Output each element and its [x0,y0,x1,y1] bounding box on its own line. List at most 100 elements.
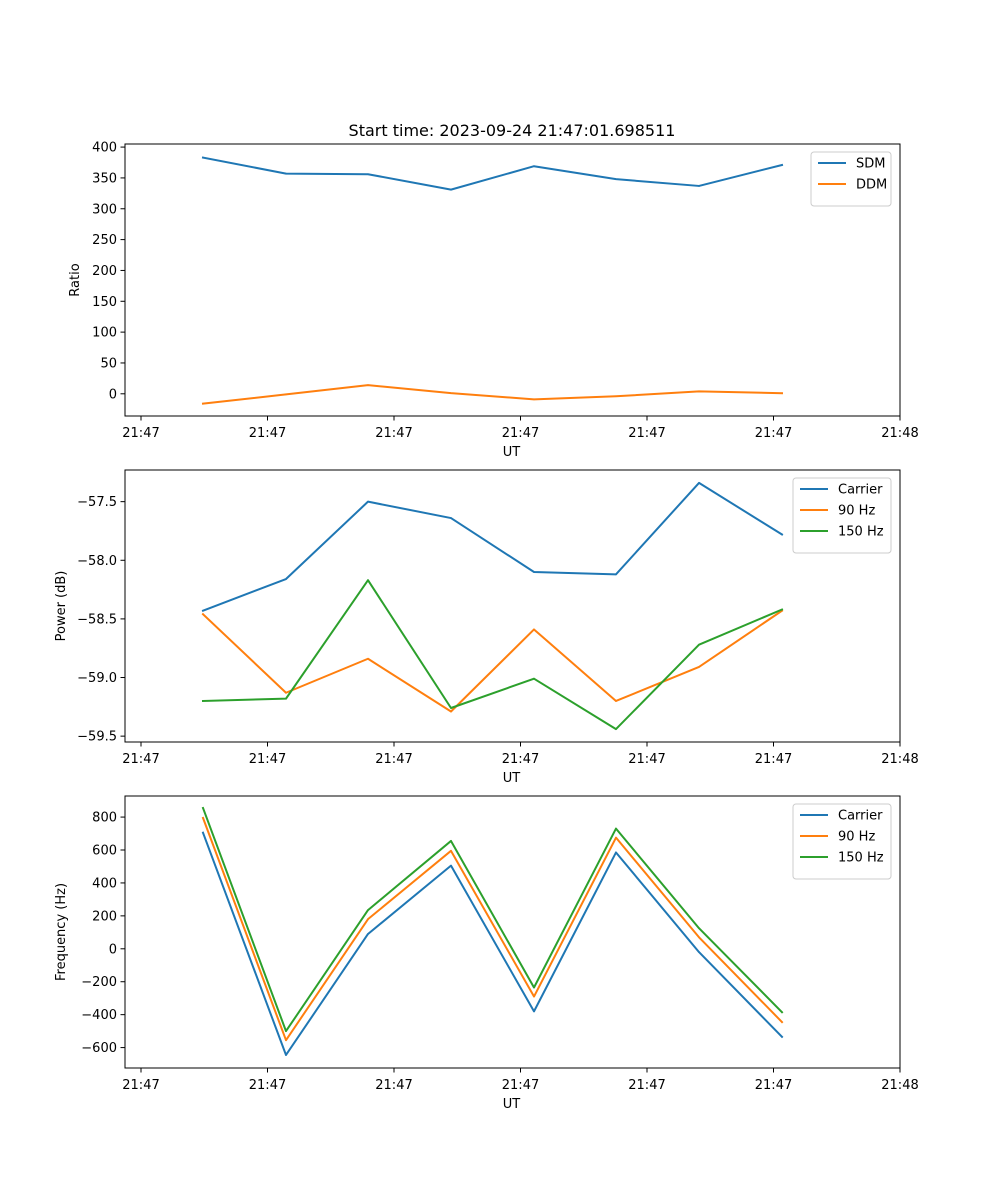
y-tick-label: 100 [92,326,117,341]
data-point-90-hz [781,1021,783,1023]
series-line-90-hz [201,609,784,713]
y-tick-label: 600 [92,844,117,859]
legend-box [792,803,892,880]
data-point-carrier [367,933,369,935]
data-point-carrier [285,1054,287,1056]
data-point-carrier [698,951,700,953]
y-tick-label: 150 [92,295,117,310]
y-tick-label: 250 [92,233,117,248]
legend-label: SDM [856,157,885,172]
x-tick-label: 21:47 [628,426,665,441]
data-point-sdm [367,173,369,176]
x-tick-label: 21:48 [881,752,918,767]
y-tick-label: 0 [109,387,117,402]
legend-label: Carrier [838,483,883,498]
x-tick-label: 21:47 [502,426,539,441]
data-point-carrier [533,1010,535,1013]
y-tick-label: 200 [92,909,117,924]
y-axis-label: Frequency (Hz) [54,883,69,981]
legend: SDM DDM [810,151,892,207]
data-point-90-hz [202,613,204,616]
x-tick-label: 21:47 [628,752,665,767]
data-point-90-hz [533,628,535,631]
x-tick-label: 21:47 [249,752,286,767]
legend-label: Carrier [838,809,883,824]
data-point-sdm [533,165,535,167]
y-tick-label: 400 [92,141,117,156]
axes-frame [124,795,901,1069]
y-tick-label: −58.0 [77,554,117,569]
data-point-90-hz [367,657,369,660]
data-point-150-hz [615,827,617,830]
y-tick-label: −400 [81,1008,117,1023]
data-point-90-hz [202,817,204,819]
x-tick-label: 21:47 [122,426,159,441]
data-point-150-hz [533,677,535,680]
x-tick-label: 21:47 [122,1078,159,1093]
data-point-150-hz [285,1030,287,1032]
data-point-ddm [698,390,700,393]
x-axis-label: UT [503,445,521,460]
x-tick-label: 21:47 [249,1078,286,1093]
x-tick-label: 21:47 [249,426,286,441]
data-point-90-hz [285,691,287,694]
data-point-ddm [781,392,783,394]
legend-label: 150 Hz [838,851,884,866]
y-tick-label: 800 [92,811,117,826]
legend-label: DDM [856,178,887,193]
data-point-150-hz [202,700,204,702]
data-point-90-hz [533,995,535,998]
series-line-carrier [201,481,784,612]
chart-panel-3: −600 −400 −200 0 200 400 600 800 21:47 21:47 21:47… [54,795,919,1112]
y-axis-label: Ratio [68,263,83,296]
series-line-150-hz [201,579,784,731]
y-tick-label: 0 [109,942,117,957]
x-tick-label: 21:47 [122,752,159,767]
data-point-carrier [698,482,700,484]
x-tick-label: 21:47 [375,752,412,767]
data-point-150-hz [781,1011,783,1013]
data-point-150-hz [698,927,700,930]
figure-title: Start time: 2023-09-24 21:47:01.698511 [349,121,676,140]
data-point-90-hz [615,700,617,702]
data-point-90-hz [285,1039,287,1041]
series-line-carrier [201,831,784,1056]
data-point-150-hz [367,579,369,582]
y-tick-label: −200 [81,975,117,990]
series-line-90-hz [201,816,784,1042]
data-point-carrier [533,571,535,573]
legend-box [792,477,892,554]
data-point-carrier [202,831,204,834]
data-point-ddm [450,392,452,394]
x-tick-label: 21:47 [755,1078,792,1093]
data-point-sdm [450,188,452,191]
x-tick-label: 21:47 [375,426,412,441]
data-point-sdm [615,178,617,180]
data-point-90-hz [450,710,452,713]
legend-label: 90 Hz [838,504,875,519]
data-point-150-hz [533,986,535,989]
y-tick-label: −57.5 [77,495,117,510]
data-point-carrier [285,578,287,580]
axes-frame [124,143,901,417]
y-tick-label: −59.5 [77,730,117,745]
data-point-150-hz [698,643,700,646]
data-point-ddm [202,402,204,405]
y-tick-label: −59.0 [77,671,117,686]
data-point-sdm [781,164,783,166]
x-tick-label: 21:48 [881,426,918,441]
x-tick-label: 21:47 [375,1078,412,1093]
data-point-150-hz [202,807,204,809]
data-point-ddm [615,395,617,398]
legend-label: 150 Hz [838,525,884,540]
data-point-90-hz [367,918,369,920]
series-line-sdm [201,156,784,191]
chart-panels: 0 50 100 150 200 250 300 350 400 21:47 21:47 21:47 2… [54,141,919,1112]
legend: Carrier 90 Hz 150 Hz [792,803,892,880]
x-axis-label: UT [503,771,521,786]
x-tick-label: 21:48 [881,1078,918,1093]
x-tick-label: 21:47 [755,426,792,441]
legend: Carrier 90 Hz 150 Hz [792,477,892,554]
data-point-150-hz [285,697,287,700]
data-point-ddm [533,398,535,401]
